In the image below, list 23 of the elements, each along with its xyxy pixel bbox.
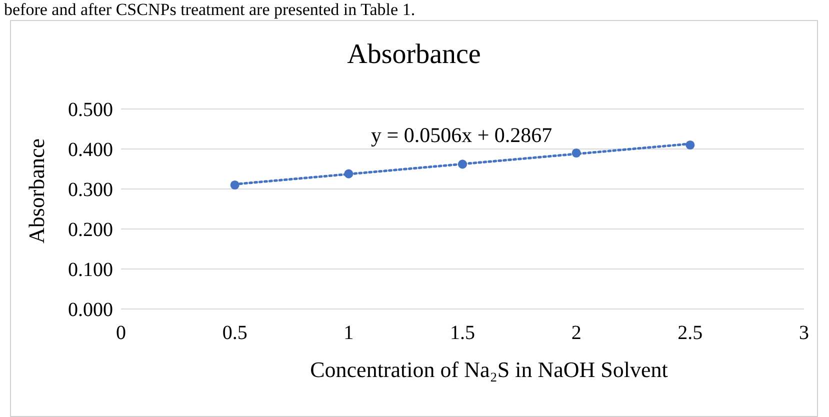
x-tick-label: 0 — [116, 322, 126, 344]
point — [344, 169, 354, 178]
text: before and after CSCNPs treatment are presented in Table 1. — [4, 0, 416, 19]
x-tick-label: 1 — [344, 322, 354, 344]
y-tick-label: 0.100 — [68, 259, 113, 282]
point — [458, 160, 468, 169]
y-axis-title: Absorbance — [24, 138, 50, 244]
x-tick-label: 1.5 — [450, 322, 475, 344]
y-tick-label: 0.400 — [68, 139, 113, 162]
y-tick-label: 0.500 — [68, 99, 113, 122]
x-tick-label: 2 — [571, 322, 582, 344]
y-tick-label: 0.300 — [68, 179, 113, 202]
x-tick-label: 0.5 — [222, 322, 248, 344]
x-axis-title: Concentration of Na₂S in NaOH Solvent — [309, 357, 669, 383]
annotation: y = 0.0506x + 0.2867 — [371, 123, 552, 148]
point — [230, 180, 240, 190]
point — [572, 148, 581, 158]
chart-title: Absorbance — [346, 39, 482, 71]
x-tick-label: 2.5 — [678, 322, 703, 344]
y-tick-label: 0.200 — [68, 219, 113, 242]
y-tick-label: 0.000 — [68, 299, 113, 322]
x-tick-label: 3 — [799, 322, 809, 344]
point — [686, 140, 695, 150]
